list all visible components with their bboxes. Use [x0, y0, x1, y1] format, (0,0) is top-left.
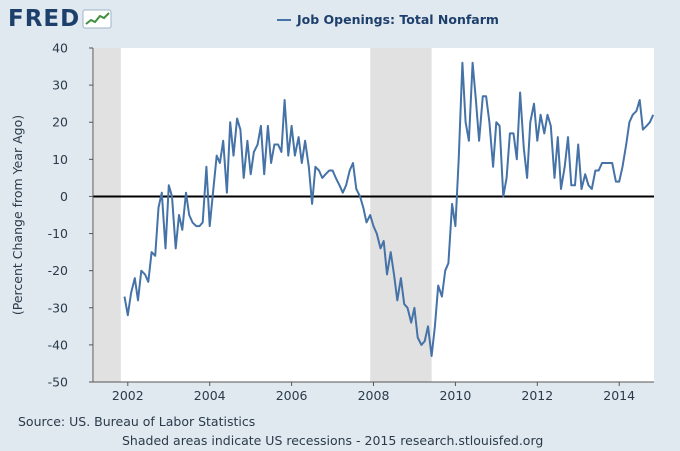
fred-trend-icon: [82, 9, 112, 29]
chart-legend: Job Openings: Total Nonfarm: [277, 12, 499, 27]
x-tick-label: 2002: [112, 388, 144, 403]
x-tick-label: 2012: [521, 388, 553, 403]
fred-logo: FRED: [8, 6, 112, 32]
y-tick-label: -50: [48, 375, 68, 390]
x-tick-label: 2006: [276, 388, 308, 403]
legend-swatch: [277, 18, 291, 21]
series-line: [123, 61, 655, 357]
y-tick-label: 40: [52, 41, 68, 56]
y-tick-label: -20: [48, 263, 68, 278]
y-tick-label: -30: [48, 300, 68, 315]
y-tick-label: 10: [52, 152, 68, 167]
y-tick-label: 20: [52, 115, 68, 130]
y-tick-label: 30: [52, 78, 68, 93]
fred-logo-text: FRED: [8, 6, 81, 32]
y-axis-label: (Percent Change from Year Ago): [10, 115, 25, 315]
x-tick-label: 2004: [194, 388, 226, 403]
legend-label: Job Openings: Total Nonfarm: [297, 12, 499, 27]
recession-band: [370, 48, 432, 382]
x-tick-label: 2010: [439, 388, 471, 403]
x-tick-label: 2014: [603, 388, 635, 403]
recession-band: [93, 48, 121, 382]
y-tick-label: 0: [60, 189, 68, 204]
footer-note: Shaded areas indicate US recessions - 20…: [122, 433, 544, 448]
y-tick-label: -40: [48, 337, 68, 352]
footer-source: Source: US. Bureau of Labor Statistics: [18, 414, 256, 429]
y-tick-label: -10: [48, 226, 68, 241]
x-tick-label: 2008: [358, 388, 390, 403]
